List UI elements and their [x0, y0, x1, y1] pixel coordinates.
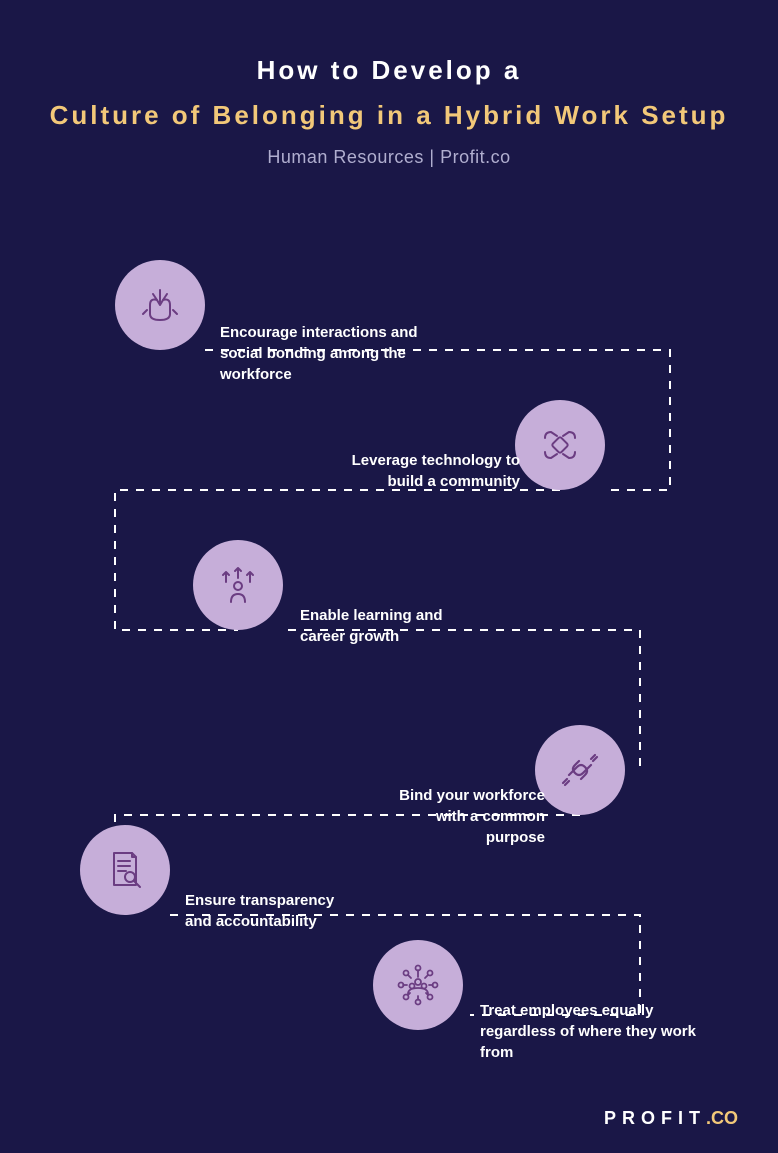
step-label-n3: Enable learning and career growth [300, 605, 450, 647]
brand-name: PROFIT [604, 1108, 706, 1128]
step-node-n4 [535, 725, 625, 815]
network-people-icon [393, 960, 443, 1010]
brand-suffix: .CO [706, 1108, 738, 1128]
chain-link-icon [555, 745, 605, 795]
footer-brand: PROFIT.CO [604, 1108, 738, 1129]
step-node-n1 [115, 260, 205, 350]
step-node-n3 [193, 540, 283, 630]
step-label-n2: Leverage technology to build a community [350, 450, 520, 492]
step-label-n6: Treat employees equally regardless of wh… [480, 1000, 700, 1063]
doc-magnify-icon [100, 845, 150, 895]
step-label-n5: Ensure transparency and accountability [185, 890, 345, 932]
growth-person-icon [213, 560, 263, 610]
linked-hands-icon [535, 420, 585, 470]
step-node-n2 [515, 400, 605, 490]
step-label-n1: Encourage interactions and social bondin… [220, 322, 450, 385]
step-node-n5 [80, 825, 170, 915]
hands-together-icon [135, 280, 185, 330]
step-node-n6 [373, 940, 463, 1030]
step-label-n4: Bind your workforce with a common purpos… [375, 785, 545, 848]
